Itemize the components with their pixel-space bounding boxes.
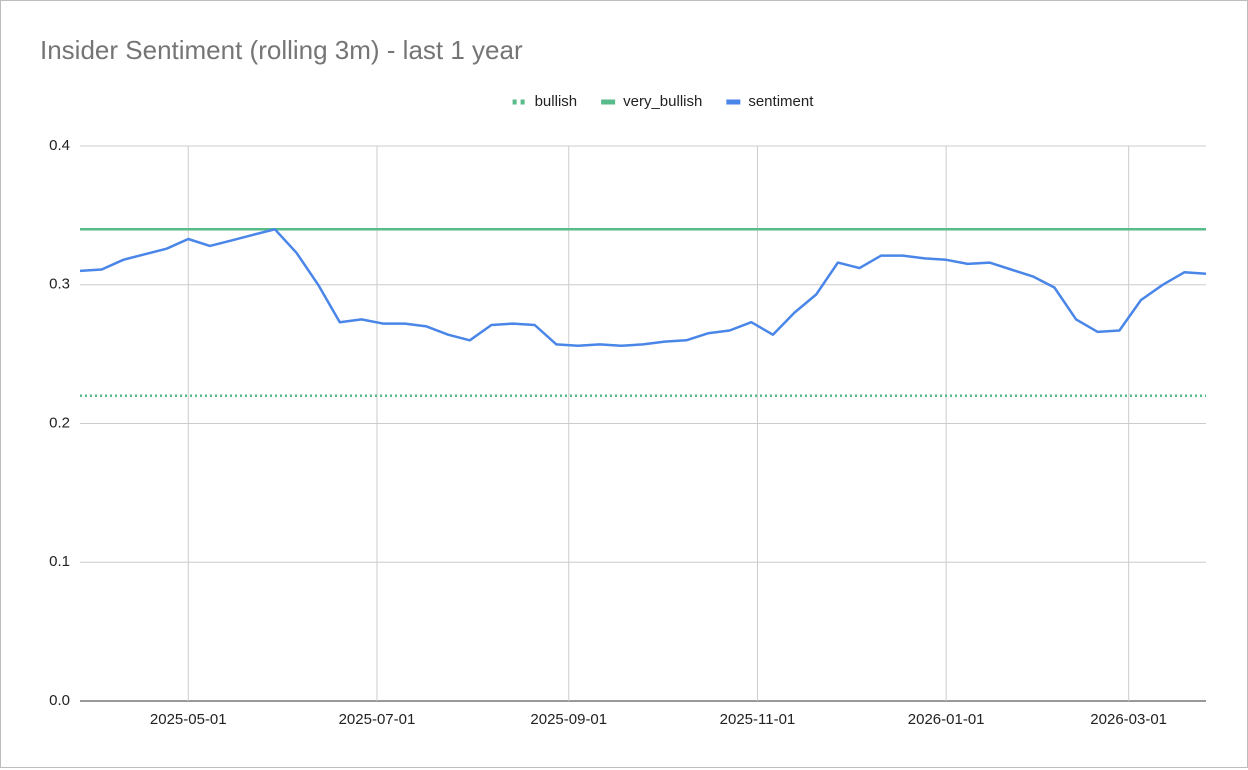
y-tick-label: 0.4 (49, 137, 70, 154)
series-line (79, 228, 1207, 348)
chart-title: Insider Sentiment (rolling 3m) - last 1 … (40, 35, 523, 65)
x-tick-label: 2025-07-01 (339, 711, 416, 728)
x-tick-label: 2025-09-01 (530, 711, 607, 728)
x-tick-label: 2025-05-01 (150, 711, 227, 728)
y-tick-label: 0.2 (49, 414, 70, 431)
legend-label: bullish (535, 93, 578, 110)
legend-label: sentiment (748, 93, 814, 110)
x-tick-label: 2026-03-01 (1090, 711, 1167, 728)
y-tick-label: 0.3 (49, 276, 70, 293)
x-tick-label: 2025-11-01 (720, 711, 796, 728)
y-tick-label: 0.0 (49, 692, 70, 709)
x-tick-label: 2026-01-01 (908, 711, 985, 728)
y-tick-label: 0.1 (49, 553, 70, 570)
legend-label: very_bullish (623, 93, 702, 110)
